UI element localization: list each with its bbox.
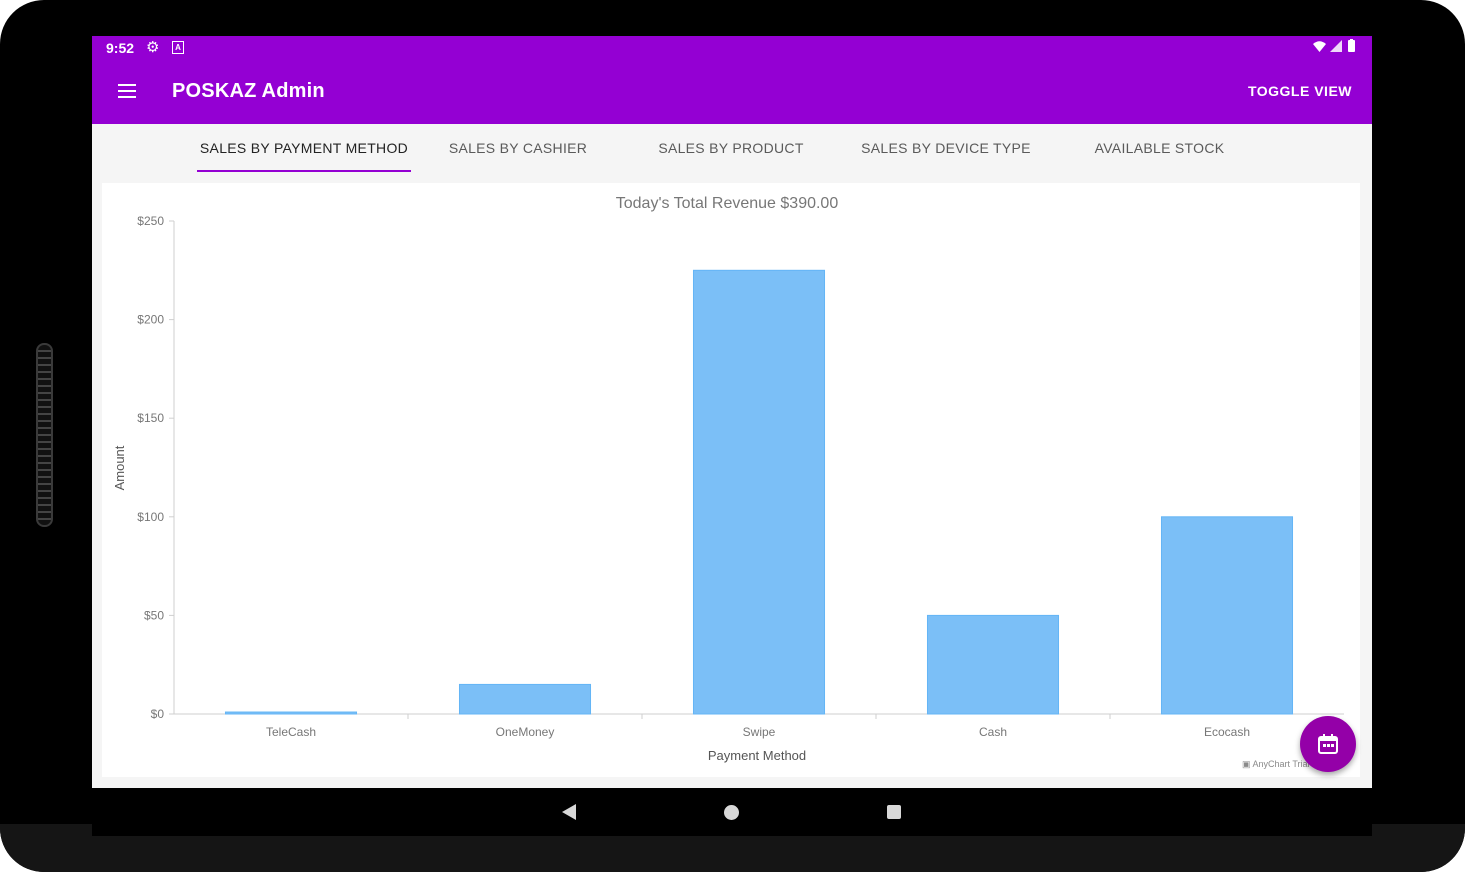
y-axis-label: Amount: [112, 445, 127, 490]
toggle-view-button[interactable]: TOGGLE VIEW: [1247, 83, 1352, 99]
y-tick-label: $150: [137, 411, 164, 425]
content-area: Today's Total Revenue $390.00 Amount Pay…: [92, 181, 1372, 788]
home-icon[interactable]: [724, 805, 739, 820]
status-bar: 9:52 ⚙ A: [92, 36, 1372, 60]
y-tick-label: $200: [137, 313, 164, 327]
tab-sales-by-payment-method[interactable]: SALES BY PAYMENT METHOD: [199, 140, 409, 156]
y-tick-label: $100: [137, 510, 164, 524]
battery-icon: [1348, 40, 1355, 52]
calendar-fab-button[interactable]: [1300, 716, 1356, 772]
x-tick-label: TeleCash: [266, 725, 316, 739]
bar-chart: Today's Total Revenue $390.00 Amount Pay…: [112, 195, 1344, 763]
x-tick-label: OneMoney: [496, 725, 555, 739]
y-tick-label: $50: [144, 608, 164, 622]
tab-available-stock[interactable]: AVAILABLE STOCK: [1094, 140, 1225, 156]
signal-icon: [1330, 40, 1342, 52]
bar[interactable]: [926, 614, 1060, 715]
calendar-icon: [1318, 734, 1338, 754]
hamburger-menu-icon[interactable]: [118, 82, 138, 100]
side-button: [36, 343, 53, 527]
recents-icon[interactable]: [887, 805, 901, 819]
bar[interactable]: [224, 711, 358, 715]
wifi-icon: [1313, 41, 1326, 52]
status-time: 9:52: [106, 40, 135, 56]
a-notification-icon: A: [172, 41, 184, 54]
chart-credit-icon: ▣: [1242, 759, 1253, 769]
tab-sales-by-cashier[interactable]: SALES BY CASHIER: [448, 140, 588, 156]
x-tick-label: Ecocash: [1204, 725, 1250, 739]
bar[interactable]: [692, 269, 826, 715]
status-right-icons: [1312, 39, 1358, 58]
bar[interactable]: [1160, 516, 1294, 715]
active-tab-indicator: [197, 170, 411, 172]
screen: 9:52 ⚙ A POSKAZ Admin TOGGLE VIEW SALES …: [92, 36, 1372, 836]
app-title: POSKAZ Admin: [172, 80, 325, 102]
y-tick-label: $250: [137, 214, 164, 228]
navigation-bar: [92, 788, 1372, 836]
back-icon[interactable]: [562, 804, 576, 820]
chart-credit: ▣ AnyChart Trial Version: [1242, 759, 1343, 769]
tab-sales-by-product[interactable]: SALES BY PRODUCT: [658, 140, 804, 156]
chart-card: Today's Total Revenue $390.00 Amount Pay…: [102, 183, 1360, 777]
chart-title: Today's Total Revenue $390.00: [616, 195, 839, 212]
bar[interactable]: [458, 683, 592, 715]
x-tick-label: Cash: [979, 725, 1007, 739]
app-bar: POSKAZ Admin TOGGLE VIEW: [92, 60, 1372, 124]
gear-icon: ⚙: [146, 39, 160, 56]
tab-sales-by-device-type[interactable]: SALES BY DEVICE TYPE: [861, 140, 1031, 156]
x-axis-label: Payment Method: [708, 748, 806, 763]
x-tick-label: Swipe: [743, 725, 776, 739]
y-tick-label: $0: [151, 707, 165, 721]
tab-bar: SALES BY PAYMENT METHOD SALES BY CASHIER…: [92, 124, 1372, 181]
